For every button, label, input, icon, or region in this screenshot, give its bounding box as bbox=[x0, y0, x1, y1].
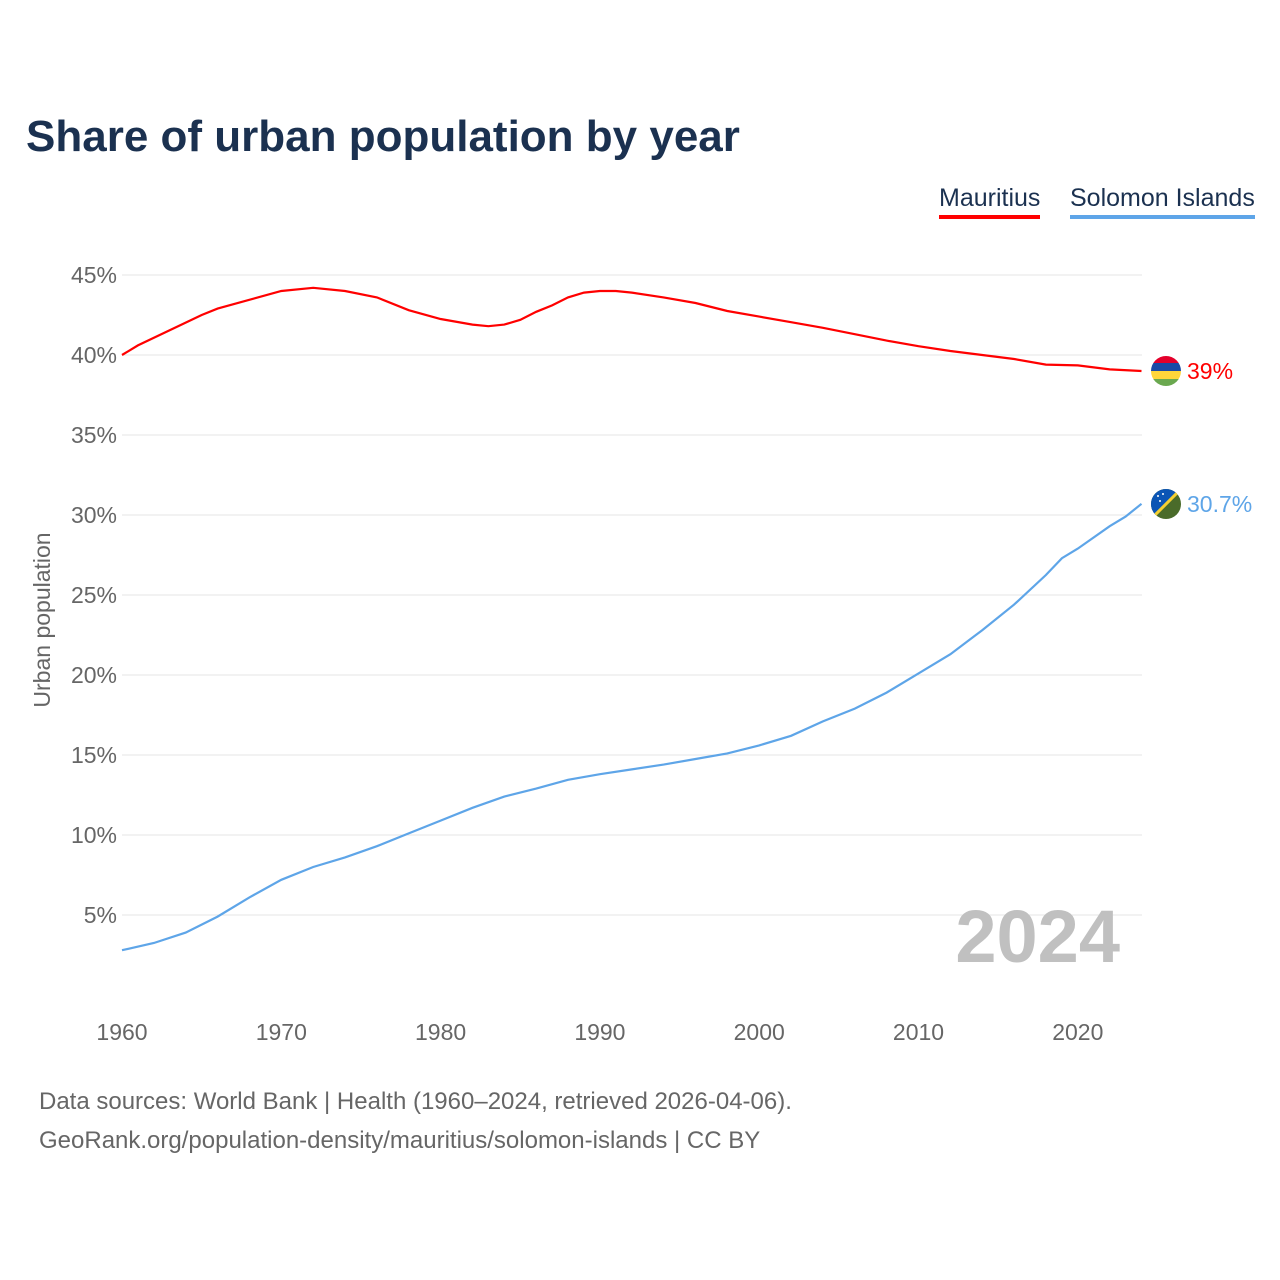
y-tick-label: 45% bbox=[71, 262, 117, 288]
y-tick-label: 40% bbox=[71, 342, 117, 368]
mauritius-flag-icon bbox=[1151, 356, 1181, 386]
series-line-solomon-islands bbox=[121, 502, 1143, 952]
y-tick-label: 15% bbox=[71, 742, 117, 768]
solomon-islands-flag-icon bbox=[1151, 489, 1181, 519]
x-tick-label: 2010 bbox=[893, 1019, 944, 1045]
footer-sources: Data sources: World Bank | Health (1960–… bbox=[39, 1088, 792, 1115]
x-tick-label: 1990 bbox=[574, 1019, 625, 1045]
y-tick-label: 30% bbox=[71, 502, 117, 528]
y-tick-label: 25% bbox=[71, 582, 117, 608]
x-tick-label: 1970 bbox=[256, 1019, 307, 1045]
footer-url[interactable]: GeoRank.org/population-density/mauritius… bbox=[39, 1127, 761, 1154]
series-line-mauritius bbox=[121, 286, 1142, 373]
y-tick-label: 35% bbox=[71, 422, 117, 448]
x-tick-label: 1960 bbox=[96, 1019, 147, 1045]
chart-title: Share of urban population by year bbox=[26, 112, 740, 161]
legend-item-mauritius[interactable]: Mauritius bbox=[939, 184, 1041, 219]
year-annotation: 2024 bbox=[955, 895, 1120, 978]
x-tick-label: 1980 bbox=[415, 1019, 466, 1045]
y-tick-label: 10% bbox=[71, 822, 117, 848]
end-value-label: 30.7% bbox=[1187, 491, 1252, 517]
end-value-label: 39% bbox=[1187, 358, 1233, 384]
x-tick-label: 2020 bbox=[1052, 1019, 1103, 1045]
y-axis-label: Urban population bbox=[29, 532, 55, 707]
y-tick-label: 5% bbox=[84, 902, 117, 928]
legend-item-solomon-islands[interactable]: Solomon Islands bbox=[1070, 184, 1255, 219]
y-tick-label: 20% bbox=[71, 662, 117, 688]
x-tick-label: 2000 bbox=[734, 1019, 785, 1045]
